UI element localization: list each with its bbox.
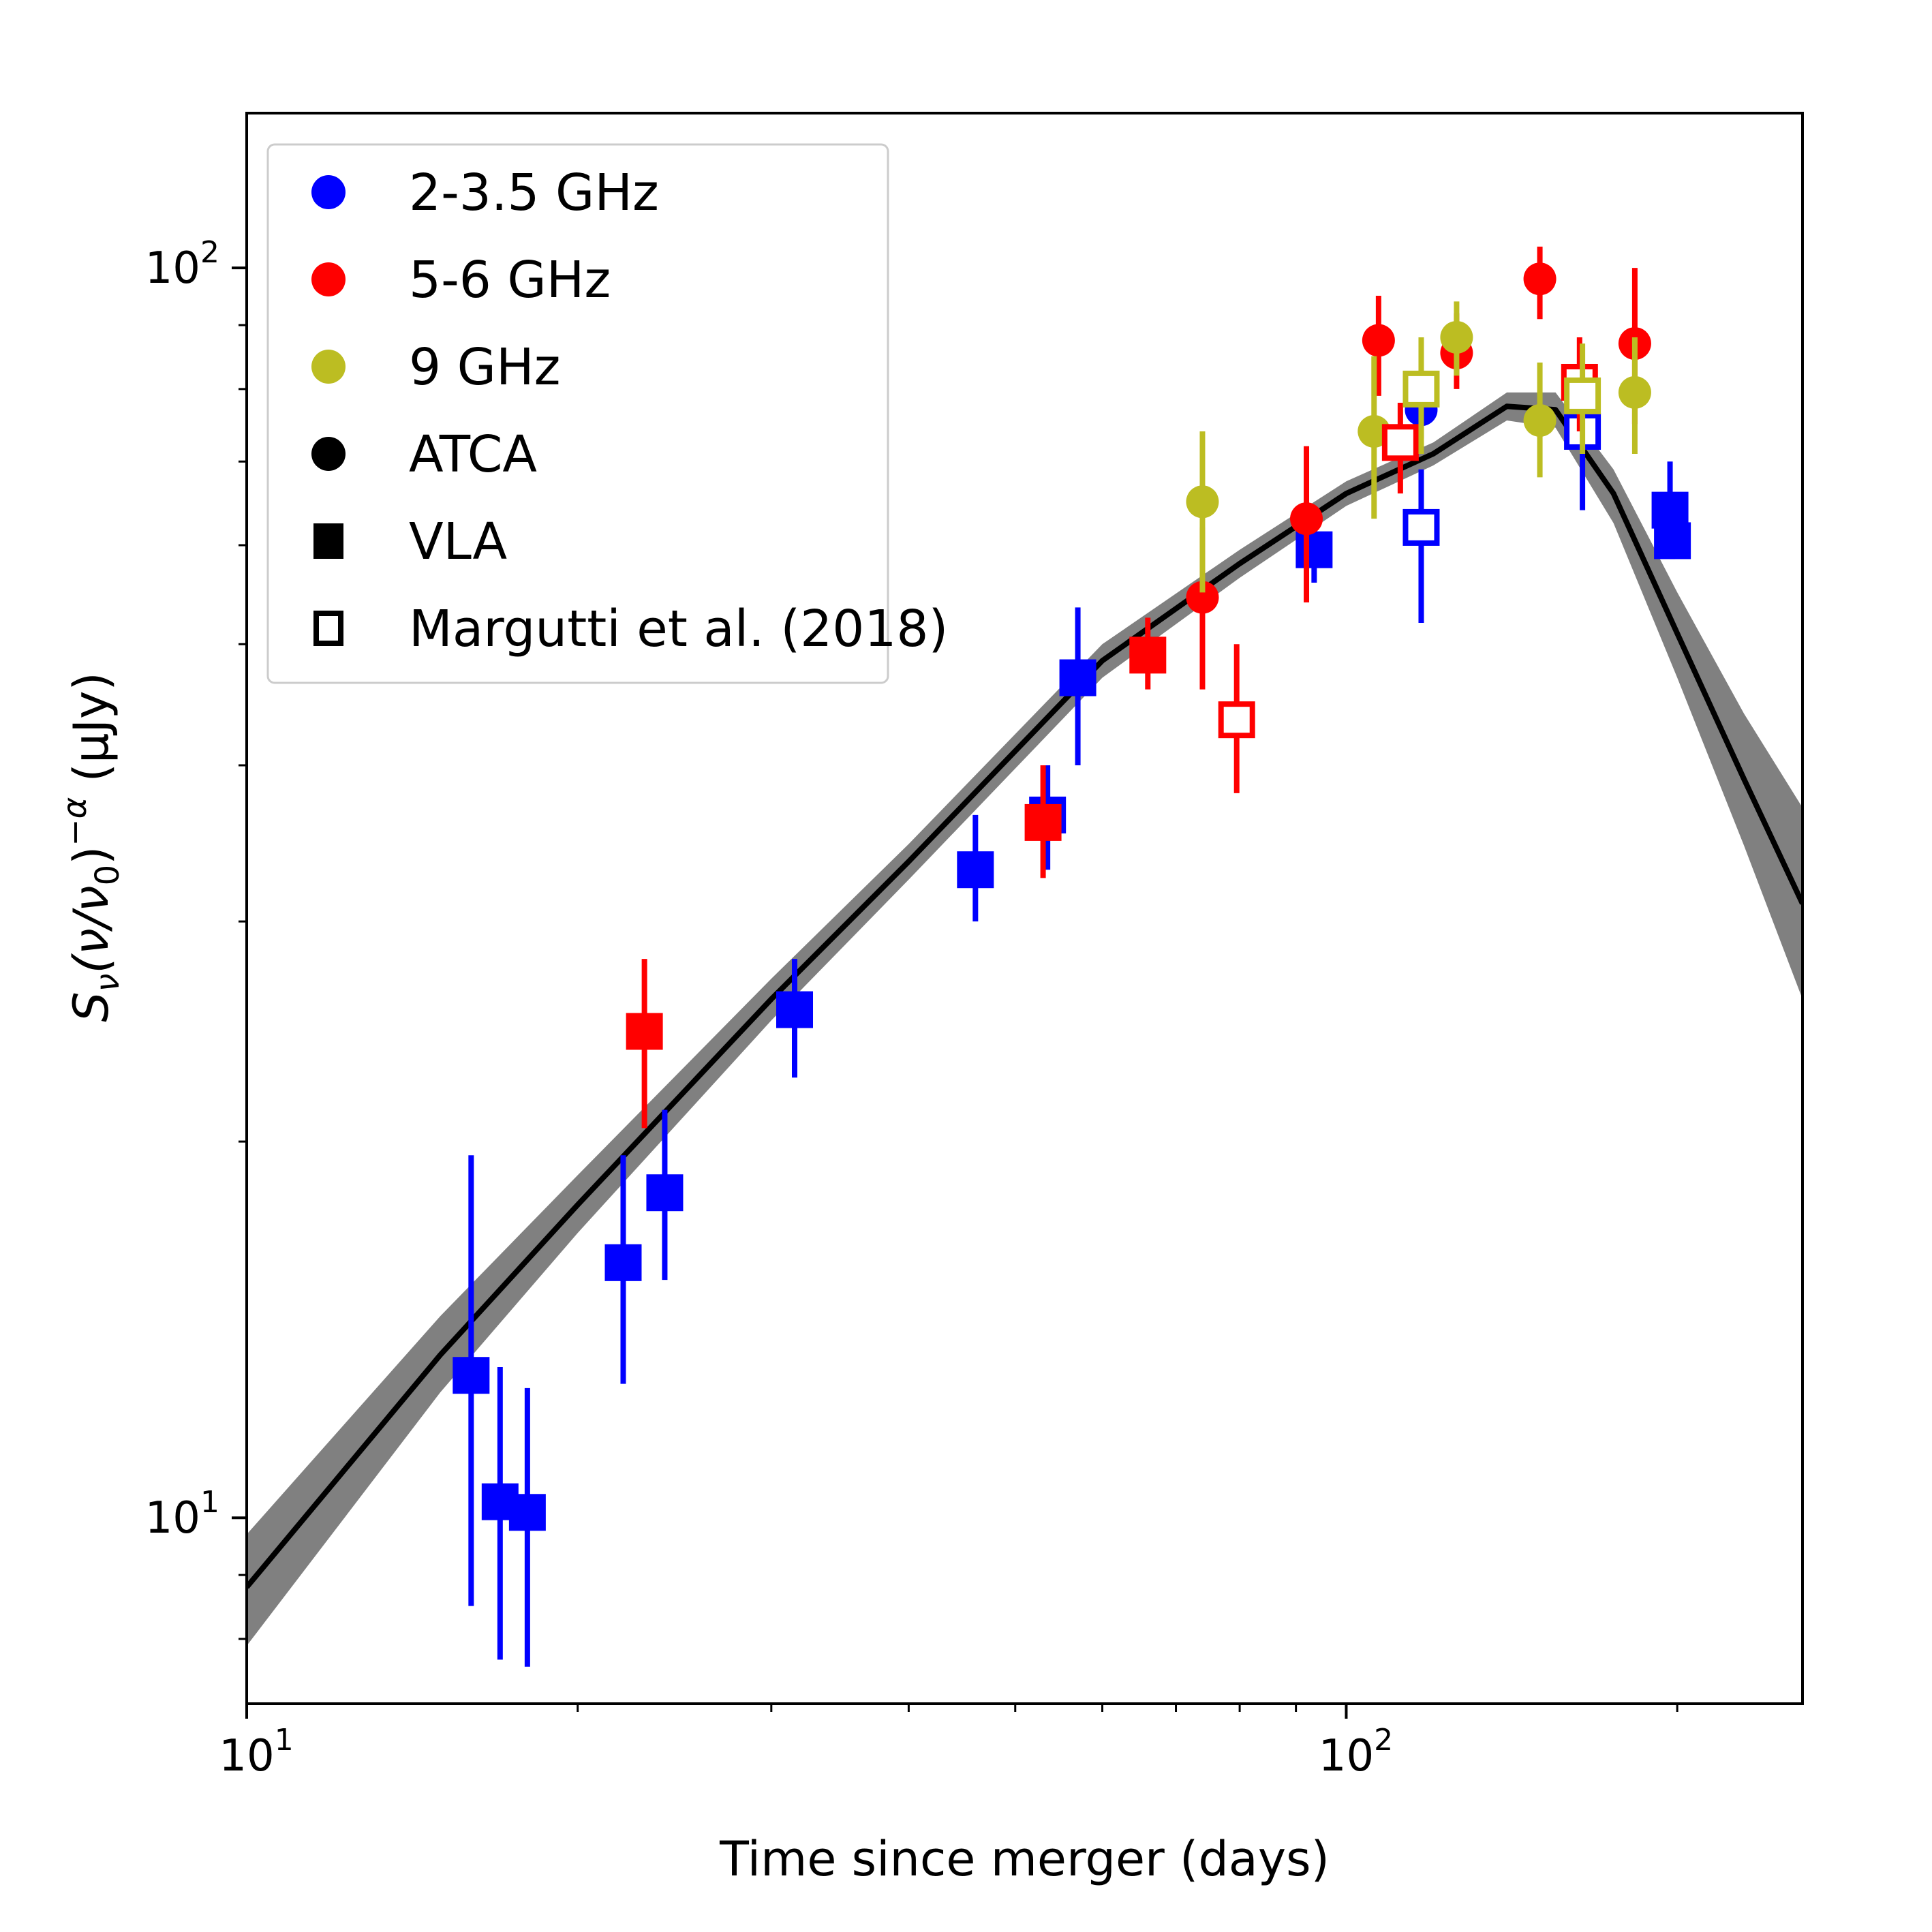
legend: 2-3.5 GHz 5-6 GHz 9 GHz ATCA VLA Margutti et …: [266, 143, 948, 684]
data-point-square: [453, 1357, 490, 1394]
x-tick-label: 101: [219, 1723, 293, 1781]
data-point-circle: [1290, 502, 1323, 536]
data-point-open-square: [1381, 424, 1419, 461]
plot-frame: [245, 112, 1804, 1705]
legend-marker-circle: [311, 175, 346, 209]
legend-marker-circle: [311, 262, 346, 296]
legend-entry: 9 GHz: [311, 338, 560, 397]
series-5-6-ghz-vla: [626, 617, 1167, 1129]
data-point-square: [776, 991, 814, 1028]
data-point-circle: [1523, 262, 1557, 296]
data-point-square: [1654, 522, 1691, 559]
y-tick-label: 102: [145, 235, 219, 294]
data-point-circle: [1618, 375, 1651, 409]
data-point-square: [646, 1174, 684, 1212]
data-point-circle: [1523, 404, 1557, 438]
legend-label: Margutti et al. (2018): [409, 600, 948, 658]
points-layer: [453, 246, 1691, 1667]
data-point-circle: [1362, 324, 1395, 357]
legend-entry: ATCA: [311, 425, 537, 484]
data-point-square: [957, 851, 994, 889]
legend-label: VLA: [409, 512, 508, 571]
data-point-circle: [1186, 581, 1219, 614]
y-tick-label: 101: [145, 1485, 219, 1544]
data-point-circle: [1440, 320, 1473, 354]
series-2-3-5-ghz-vla: [453, 461, 1691, 1667]
legend-entry: VLA: [313, 512, 508, 571]
data-point-square: [626, 1013, 663, 1050]
legend-marker-circle: [311, 437, 346, 471]
data-point-open-square: [1564, 377, 1601, 414]
data-point-circle: [1186, 485, 1219, 519]
series-5-6-ghz-atca: [1186, 246, 1651, 690]
legend-entry: Margutti et al. (2018): [313, 600, 948, 658]
y-axis-label: Sν(ν/ν0)−α (μJy): [56, 672, 127, 1022]
data-point-square: [1295, 531, 1333, 568]
legend-label: 5-6 GHz: [409, 251, 611, 309]
legend-marker-open-square: [313, 611, 343, 646]
axis-labels: Time since merger (days) Sν(ν/ν0)−α (μJy): [56, 672, 1330, 1887]
plot-area: [247, 246, 1803, 1667]
model-line: [247, 403, 1803, 1589]
x-tick-label: 102: [1319, 1723, 1393, 1781]
model-layer: [247, 392, 1803, 1646]
legend-entry: 2-3.5 GHz: [311, 164, 659, 222]
legend-label: 9 GHz: [409, 338, 560, 397]
legend-box: [266, 143, 889, 684]
data-point-open-square: [1218, 701, 1255, 739]
data-point-square: [1024, 803, 1062, 841]
legend-label: 2-3.5 GHz: [409, 164, 659, 222]
legend-marker-square: [313, 523, 343, 559]
data-point-open-square: [1402, 508, 1440, 546]
x-axis-label: Time since merger (days): [719, 1831, 1330, 1887]
data-point-square: [508, 1494, 546, 1531]
data-point-open-square: [1402, 370, 1440, 408]
data-point-square: [1129, 637, 1167, 674]
data-point-square: [604, 1244, 642, 1281]
series-9-ghz-atca: [1186, 301, 1651, 593]
axis-ticks: 101 102 101 102: [145, 235, 1678, 1781]
legend-entry: 5-6 GHz: [311, 251, 611, 309]
data-point-square: [1059, 659, 1097, 696]
series-9-ghz-margutti-et-al-2018-: [1402, 337, 1601, 454]
legend-marker-circle: [311, 350, 346, 384]
legend-label: ATCA: [409, 425, 537, 484]
